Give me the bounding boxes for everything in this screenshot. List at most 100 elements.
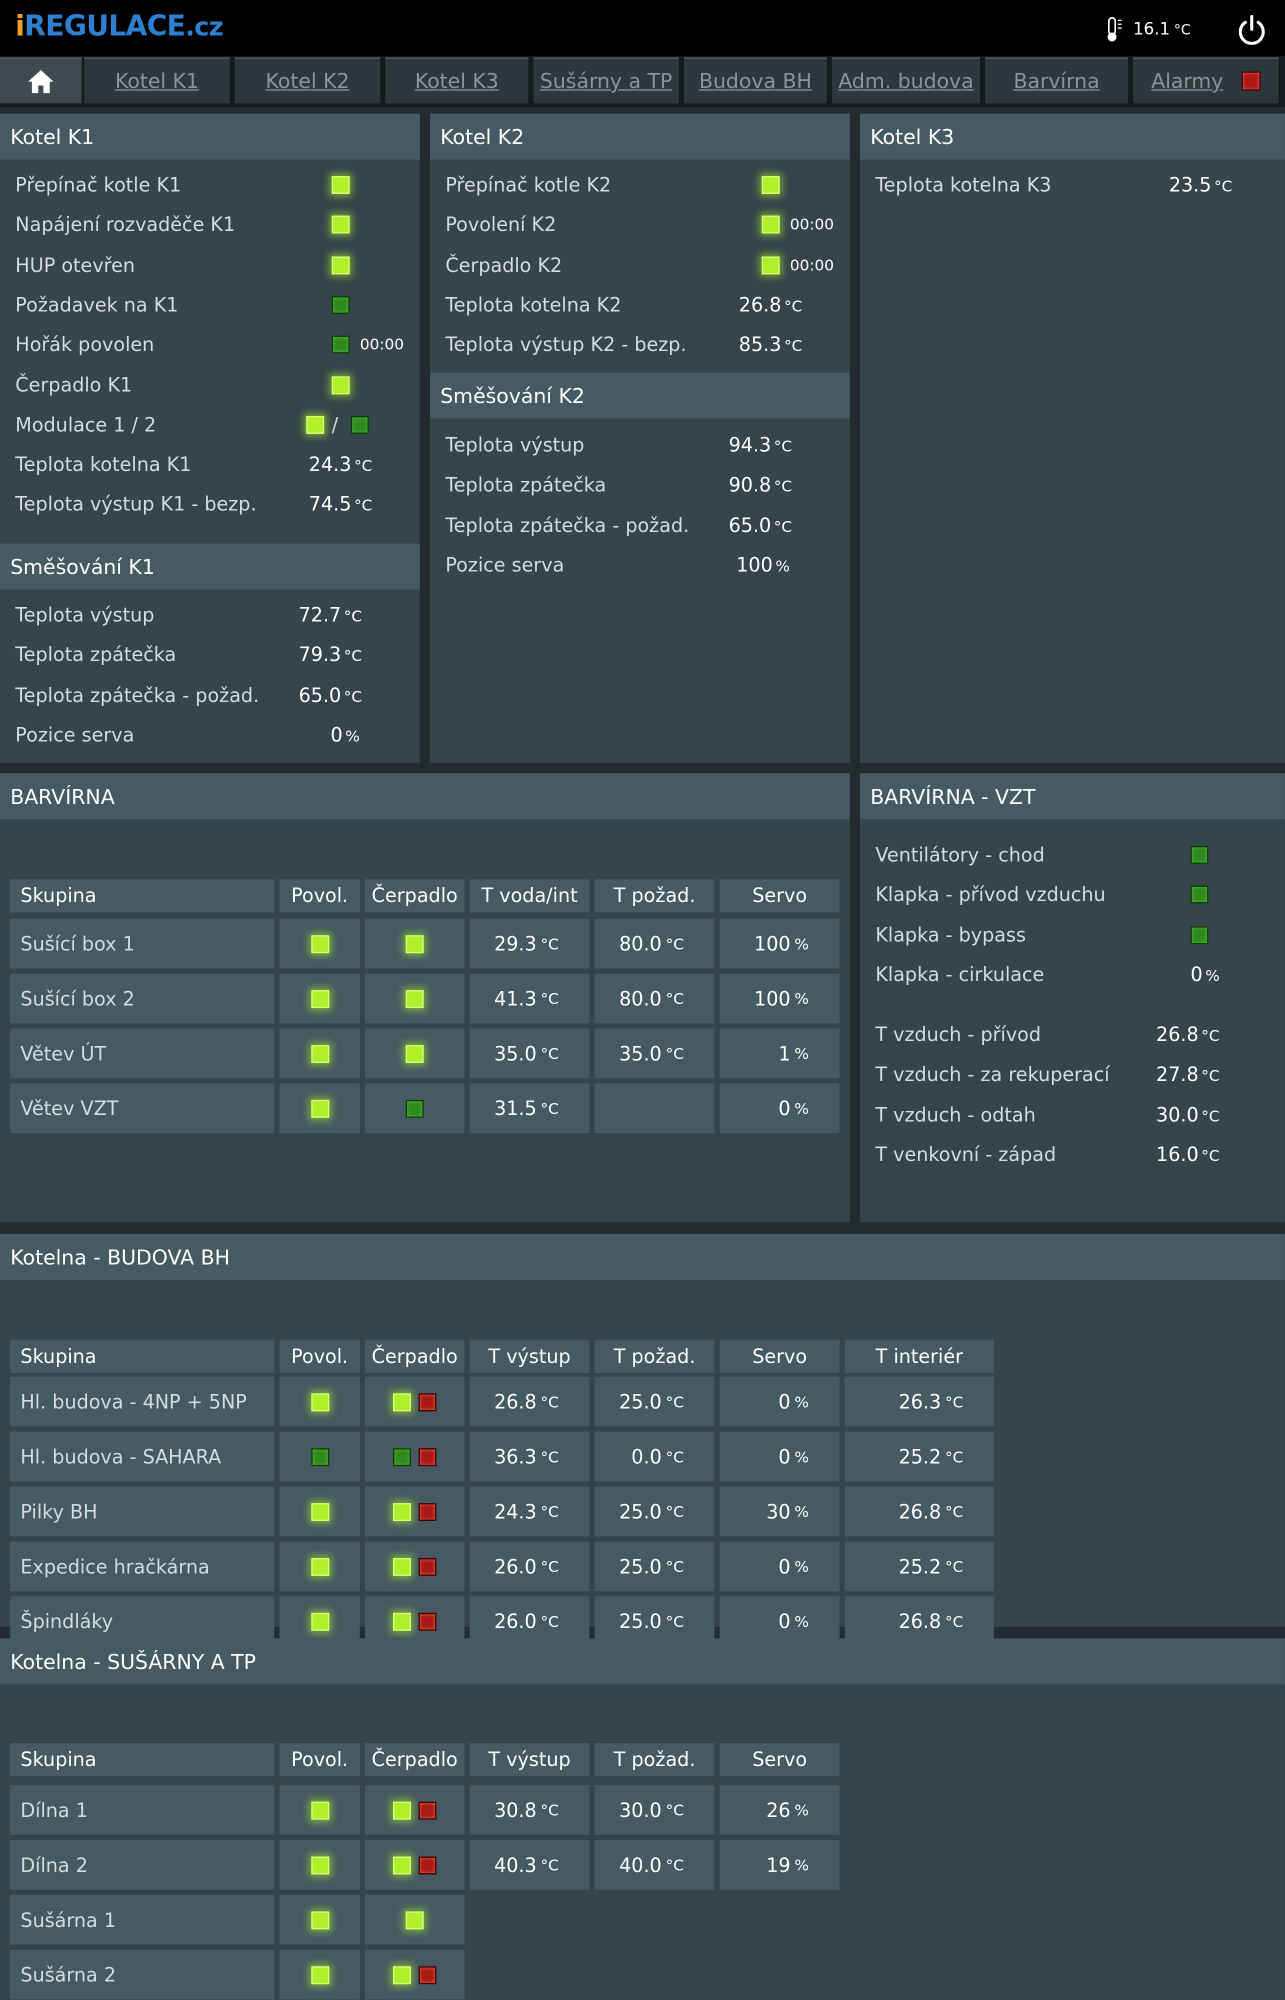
interior-temp-value: 26.8 (898, 1609, 942, 1633)
tab-kotel-k2[interactable]: Kotel K2 (234, 57, 381, 104)
enable-cell (279, 1028, 360, 1079)
parameter-row: Povolení K2 00:00 (445, 210, 842, 241)
parameter-value: 0% (1191, 959, 1220, 991)
pump-cell (364, 1486, 465, 1537)
panel-kotel-k1: Kotel K1 Přepínač kotle K1 Napájení rozva… (0, 113, 420, 764)
servo-value: 1 (778, 1041, 791, 1065)
servo-cell: 26% (719, 1785, 840, 1835)
status-led-icon (310, 989, 329, 1008)
column-header: Čerpadlo (364, 879, 465, 913)
tab-adm-budova[interactable]: Adm. budova (831, 57, 980, 104)
temp-unit: °C (945, 1502, 964, 1521)
percent-unit: % (794, 934, 809, 953)
required-temp-cell (594, 1083, 715, 1134)
home-icon (28, 69, 54, 93)
tab-alarmy[interactable]: Alarmy (1133, 57, 1279, 104)
group-name: Dílna 1 (10, 1785, 275, 1835)
required-temp-cell: 25.0 °C (594, 1596, 715, 1647)
header-temp-value: 16.1 (1133, 19, 1171, 39)
pump-cell (364, 1949, 465, 2000)
tab-susarny-tp[interactable]: Sušárny a TP (533, 57, 679, 104)
parameter-label: Hořák povolen (15, 333, 155, 357)
servo-cell: 1% (719, 1028, 840, 1079)
fault-led-icon (418, 1447, 437, 1466)
group-name: Sušárna 1 (10, 1894, 275, 1945)
parameter-row: Teplota kotelna K3 23.5 °C (875, 170, 1277, 201)
enable-cell (279, 1949, 360, 2000)
pump-cell (364, 1596, 465, 1647)
tab-home[interactable] (0, 57, 82, 104)
outdoor-temperature: 16.1 °C (1102, 15, 1191, 43)
tab-label: Barvírna (1013, 68, 1100, 94)
parameter-value: 100% (736, 550, 790, 582)
group-name-text: Dílna 2 (20, 1853, 88, 1877)
servo-cell: 100% (719, 973, 840, 1024)
tab-kotel-k1[interactable]: Kotel K1 (84, 57, 230, 104)
parameter-row: T venkovní - západ 16.0 °C (875, 1139, 1277, 1170)
tab-barvirna[interactable]: Barvírna (985, 57, 1128, 104)
group-name: Sušící box 1 (10, 918, 275, 969)
required-temp-value: 25.0 (619, 1390, 662, 1414)
servo-cell: 19% (719, 1839, 840, 1890)
group-name: Sušárna 2 (10, 1949, 275, 2000)
value-number: 16.0 (1156, 1143, 1199, 1167)
group-name-text: Hl. budova - 4NP + 5NP (20, 1390, 247, 1414)
parameter-value: 94.3 °C (729, 430, 793, 462)
required-temp-value: 80.0 (619, 932, 662, 956)
value-unit: °C (783, 297, 803, 316)
parameter-value: 74.5 °C (309, 489, 373, 521)
value-number: 27.8 (1156, 1063, 1199, 1087)
required-temp-value: 0.0 (631, 1445, 662, 1469)
parameter-label: Přepínač kotle K2 (445, 173, 612, 197)
tab-kotel-k3[interactable]: Kotel K3 (385, 57, 529, 104)
value-unit: °C (1201, 1146, 1220, 1165)
column-header: Povol. (279, 1339, 360, 1373)
column-header: Čerpadlo (364, 1743, 465, 1777)
parameter-row: T vzduch - přívod 26.8 °C (875, 1020, 1277, 1051)
temp-unit: °C (665, 1447, 684, 1466)
parameter-row: Klapka - bypass (875, 919, 1277, 950)
percent-unit: % (794, 1502, 809, 1521)
group-name: Špindláky (10, 1596, 275, 1647)
parameter-label: T vzduch - přívod (875, 1023, 1042, 1047)
parameter-label: Pozice serva (445, 553, 565, 577)
parameter-label: T vzduch - odtah (875, 1103, 1036, 1127)
parameter-value: 26.8 °C (739, 290, 803, 322)
servo-cell: 0% (719, 1083, 840, 1134)
panel-title: Kotel K3 (860, 113, 1285, 160)
parameter-row: Pozice serva 0% (15, 720, 412, 751)
column-header: Čerpadlo (364, 1339, 465, 1373)
column-header: Servo (719, 1339, 840, 1373)
status-led-icon (761, 255, 780, 274)
status-led-icon (310, 1044, 329, 1063)
parameter-label: Teplota výstup (445, 433, 585, 457)
panel-title: Kotelna - BUDOVA BH (0, 1233, 1285, 1280)
servo-value: 26 (766, 1798, 791, 1822)
column-header: Povol. (279, 879, 360, 913)
tab-label: Kotel K1 (114, 68, 199, 94)
status-led-icon (350, 415, 369, 434)
tab-label: Alarmy (1151, 68, 1224, 94)
status-led-icon (331, 295, 350, 314)
fault-led-icon (418, 1502, 437, 1521)
parameter-label: Teplota kotelna K1 (15, 453, 192, 477)
group-name: Pilky BH (10, 1486, 275, 1537)
group-name-text: Expedice hračkárna (20, 1554, 210, 1578)
timer-value: 00:00 (789, 216, 834, 234)
percent-unit: % (794, 1612, 809, 1631)
servo-cell: 0% (719, 1541, 840, 1592)
power-icon[interactable] (1235, 14, 1268, 47)
value-number: 0 (1190, 963, 1203, 987)
status-led-icon (310, 1392, 329, 1411)
parameter-value: 24.3 °C (309, 449, 373, 481)
parameter-value: 90.8 °C (729, 470, 793, 502)
pump-cell (364, 918, 465, 969)
header-temp-unit: °C (1173, 21, 1191, 38)
tab-budova-bh[interactable]: Budova BH (683, 57, 827, 104)
servo-cell: 0% (719, 1596, 840, 1647)
parameter-label: T vzduch - za rekuperací (875, 1063, 1110, 1087)
alarm-indicator (1241, 71, 1261, 91)
logo[interactable]: iREGULACE.cz (15, 11, 223, 43)
interior-temp-cell: 26.8 °C (844, 1486, 995, 1537)
